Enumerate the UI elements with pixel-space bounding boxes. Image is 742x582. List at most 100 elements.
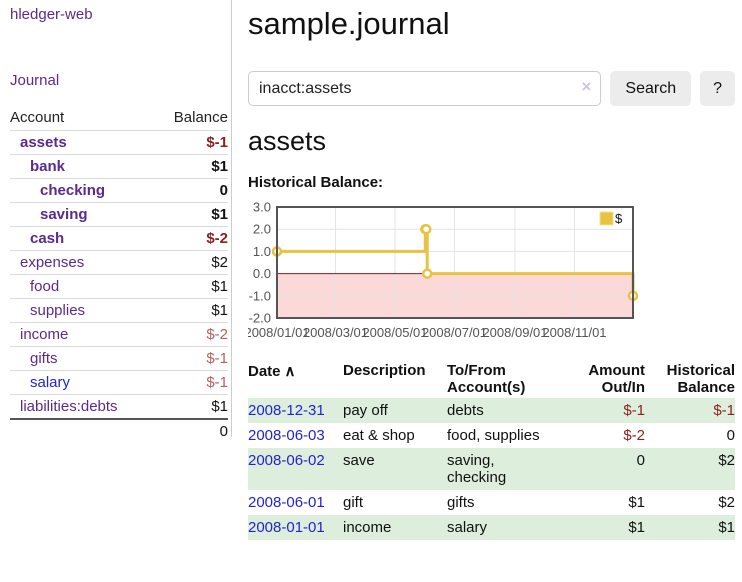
- help-button[interactable]: ?: [700, 71, 735, 106]
- account-link[interactable]: assets: [20, 134, 67, 151]
- account-link[interactable]: food: [30, 278, 60, 295]
- historical-balance-chart: $3.0 2.0 1.0 0.0 -1.0 -2.0 2008/01/01 2008/03/0…: [244, 200, 735, 348]
- sort-ascending-icon: ∧: [284, 363, 296, 380]
- register-row: 2008-06-02 save saving, checking 0 $2: [248, 448, 735, 490]
- transaction-balance: $1: [718, 519, 735, 536]
- account-balance: $1: [154, 298, 228, 323]
- svg-text:2008/03/01: 2008/03/01: [303, 325, 368, 340]
- account-link[interactable]: supplies: [30, 302, 86, 319]
- sidebar-item-journal[interactable]: Journal: [10, 72, 60, 89]
- accounts-total-value: 0: [154, 418, 228, 443]
- register-row: 2008-01-01 income salary $1 $1: [248, 515, 735, 540]
- clear-search-icon[interactable]: ×: [581, 77, 592, 96]
- account-row: salary $-1: [10, 370, 228, 395]
- account-row: gifts $-1: [10, 346, 228, 371]
- chart-label: Historical Balance:: [248, 174, 384, 191]
- svg-text:-1.0: -1.0: [249, 288, 271, 303]
- account-link[interactable]: liabilities:debts: [20, 398, 118, 415]
- transaction-accounts: gifts: [447, 494, 475, 511]
- account-balance: $1: [154, 154, 228, 179]
- account-row: saving $1: [10, 202, 228, 227]
- account-balance: $1: [154, 202, 228, 227]
- transaction-accounts: saving, checking: [447, 452, 507, 486]
- register-row: 2008-06-03 eat & shop food, supplies $-2 0: [248, 423, 735, 448]
- transaction-accounts: food, supplies: [447, 427, 540, 444]
- account-link[interactable]: income: [20, 326, 69, 343]
- account-link[interactable]: salary: [30, 374, 71, 391]
- account-link[interactable]: cash: [30, 230, 65, 247]
- transaction-description: save: [343, 452, 375, 469]
- account-link[interactable]: saving: [40, 206, 88, 223]
- transaction-amount: $1: [628, 519, 645, 536]
- transaction-amount: $-2: [623, 427, 645, 444]
- transaction-accounts: debts: [447, 402, 484, 419]
- account-balance: 0: [154, 178, 228, 203]
- svg-text:2.0: 2.0: [253, 222, 271, 237]
- svg-text:3.0: 3.0: [253, 200, 271, 215]
- account-balance: $1: [154, 394, 228, 420]
- transaction-amount: $1: [628, 494, 645, 511]
- svg-text:2008/01/01: 2008/01/01: [248, 325, 310, 340]
- register-header-description: Description: [343, 362, 426, 379]
- account-row: assets $-1: [10, 130, 228, 155]
- account-link[interactable]: checking: [40, 182, 106, 199]
- accounts-header-balance: Balance: [154, 106, 228, 131]
- transaction-date-link[interactable]: 2008-01-01: [248, 519, 325, 536]
- register-table: Date ∧ Description To/From Account(s) Amo…: [248, 360, 735, 540]
- account-link[interactable]: gifts: [30, 350, 58, 367]
- search-input[interactable]: [248, 71, 602, 106]
- transaction-description: gift: [343, 494, 364, 511]
- transaction-date-link[interactable]: 2008-06-01: [248, 494, 325, 511]
- chart-svg: $3.0 2.0 1.0 0.0 -1.0 -2.02008/01/012008/03/0…: [244, 200, 639, 340]
- account-link[interactable]: bank: [30, 158, 66, 175]
- legend-label: $: [615, 211, 623, 226]
- svg-text:0.0: 0.0: [253, 266, 271, 281]
- svg-text:2008/07/01: 2008/07/01: [422, 325, 487, 340]
- register-header-row: Date ∧ Description To/From Account(s) Amo…: [248, 360, 735, 398]
- search-button[interactable]: Search: [610, 71, 692, 106]
- svg-text:1.0: 1.0: [253, 244, 271, 259]
- search-input-wrap: ×: [248, 71, 602, 106]
- account-balance: $-1: [154, 370, 228, 395]
- account-row: bank $1: [10, 154, 228, 179]
- svg-text:2008/09/01: 2008/09/01: [482, 325, 547, 340]
- main-content: sample.journal × Search ? assets Histori…: [244, 0, 735, 540]
- account-row: expenses $2: [10, 250, 228, 275]
- register-header-accounts: To/From Account(s): [447, 362, 526, 396]
- register-header-balance: Historical Balance: [666, 362, 735, 396]
- accounts-total-row: 0: [10, 418, 228, 443]
- accounts-table-body: assets $-1 bank $1 checking 0 saving $1 cash $-2 e…: [10, 130, 228, 420]
- register-table-body: 2008-12-31 pay off debts $-1 $-1 2008-06-03 ea…: [248, 398, 735, 540]
- transaction-balance: $2: [718, 494, 735, 511]
- transaction-amount: 0: [636, 452, 645, 469]
- account-row: supplies $1: [10, 298, 228, 323]
- legend-swatch: [599, 211, 614, 226]
- transaction-description: pay off: [343, 402, 388, 419]
- register-row: 2008-06-01 gift gifts $1 $2: [248, 490, 735, 515]
- account-row: checking 0: [10, 178, 228, 203]
- register-header-date[interactable]: Date ∧: [248, 360, 343, 398]
- register-header-date-label: Date: [248, 363, 281, 380]
- account-balance: $1: [154, 274, 228, 299]
- transaction-description: eat & shop: [343, 427, 415, 444]
- transaction-date-link[interactable]: 2008-06-02: [248, 452, 325, 469]
- account-heading: assets: [248, 126, 327, 156]
- account-row: income $-2: [10, 322, 228, 347]
- svg-text:-2.0: -2.0: [249, 311, 271, 326]
- sidebar-divider: [231, 0, 232, 437]
- account-row: food $1: [10, 274, 228, 299]
- transaction-balance: $2: [718, 452, 735, 469]
- transaction-amount: $-1: [623, 402, 645, 419]
- svg-text:2008/11/01: 2008/11/01: [542, 325, 606, 340]
- page-title: sample.journal: [248, 6, 450, 41]
- sidebar: hledger-web Journal Account Balance asse…: [10, 6, 228, 443]
- account-row: liabilities:debts $1: [10, 394, 228, 420]
- transaction-date-link[interactable]: 2008-12-31: [248, 402, 325, 419]
- search-form: × Search ?: [248, 71, 735, 106]
- account-row: cash $-2: [10, 226, 228, 251]
- transaction-accounts: salary: [447, 519, 488, 536]
- transaction-date-link[interactable]: 2008-06-03: [248, 427, 325, 444]
- app-title-link[interactable]: hledger-web: [10, 6, 93, 23]
- svg-text:2008/05/01: 2008/05/01: [362, 325, 427, 340]
- account-link[interactable]: expenses: [20, 254, 85, 271]
